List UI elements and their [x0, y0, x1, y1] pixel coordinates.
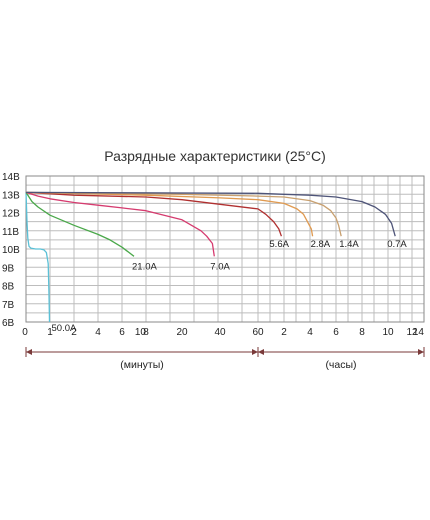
series-label: 1.4A — [339, 239, 359, 250]
chart-title: Разрядные характеристики (25°C) — [104, 148, 326, 164]
x-tick-label: 8 — [143, 327, 149, 338]
series-line-7.0A — [25, 191, 215, 257]
y-tick-label: 8B — [2, 282, 15, 293]
x-tick-label: 14 — [413, 327, 425, 338]
series-labels: 50.0A 21.0A 7.0A 5.6A 2.8A 1.4A 0.7A — [52, 239, 408, 334]
range-arrow-head — [258, 349, 264, 355]
x-tick-label: 6 — [333, 327, 339, 338]
x-tick-label: 2 — [71, 327, 77, 338]
series-line-21.0A — [25, 192, 135, 257]
x-tick-label: 2 — [281, 327, 287, 338]
series-label: 2.8A — [311, 239, 331, 250]
y-tick-label: 12B — [2, 209, 20, 220]
x-tick-label: 6 — [119, 327, 125, 338]
x-tick-label: 0 — [22, 327, 28, 338]
range-label: (часы) — [325, 359, 356, 371]
y-tick-label: 10B — [2, 245, 20, 256]
x-tick-label: 1 — [47, 327, 53, 338]
series-line-5.6A — [25, 191, 283, 237]
plot-frame — [25, 175, 425, 323]
series-label: 21.0A — [132, 261, 157, 272]
y-tick-label: 13B — [2, 190, 20, 201]
series-lines — [25, 191, 396, 323]
series-label: 5.6A — [269, 239, 289, 250]
time-range-arrows: (минуты) (часы) — [25, 347, 425, 371]
series-label: 7.0A — [210, 261, 230, 272]
series-line-0.7A — [25, 191, 396, 237]
range-arrow-head — [252, 349, 258, 355]
x-tick-label: 60 — [252, 327, 264, 338]
y-tick-label: 14B — [2, 172, 20, 183]
x-tick-label: 12 — [406, 327, 418, 338]
x-tick-label: 10 — [135, 327, 147, 338]
x-tick-label: 20 — [176, 327, 188, 338]
series-line-2.8A — [25, 191, 314, 237]
grid-lines — [25, 175, 425, 323]
y-tick-label: 6B — [2, 318, 15, 329]
y-tick-label: 9B — [2, 263, 15, 274]
range-label: (минуты) — [120, 359, 163, 371]
x-tick-label: 4 — [95, 327, 101, 338]
series-line-1.4A — [25, 191, 342, 237]
range-arrow-head — [418, 349, 424, 355]
x-tick-label: 10 — [382, 327, 394, 338]
series-line-50.0A — [25, 192, 51, 323]
x-tick-label: 8 — [359, 327, 365, 338]
y-tick-label: 7B — [2, 300, 15, 311]
range-arrow-head — [26, 349, 32, 355]
series-label: 0.7A — [387, 239, 407, 250]
x-tick-label: 40 — [214, 327, 226, 338]
y-tick-label: 11B — [2, 227, 19, 238]
series-label: 50.0A — [52, 323, 77, 334]
x-tick-label: 4 — [307, 327, 313, 338]
